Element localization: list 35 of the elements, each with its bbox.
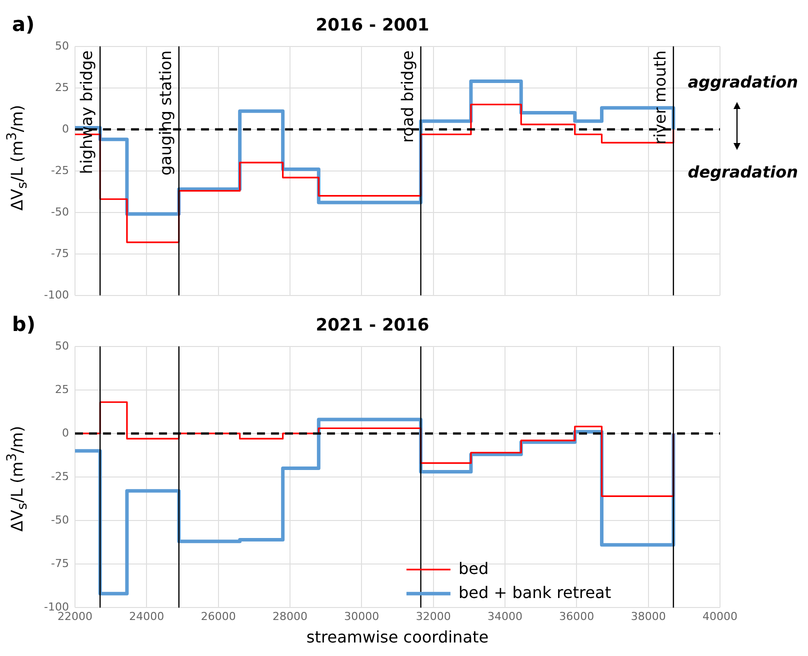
- y-tick-label: 0: [62, 122, 69, 136]
- ref-line-label: road bridge: [398, 50, 417, 143]
- x-tick-label: 28000: [272, 610, 308, 624]
- ref-line-label: river mouth: [650, 50, 670, 144]
- y-tick-label: -25: [51, 164, 69, 177]
- text: a): [12, 12, 35, 36]
- x-tick-label: 26000: [200, 610, 236, 624]
- y-tick-label: -75: [51, 246, 69, 260]
- x-tick-label: 40000: [702, 610, 738, 624]
- chart-title: 2021 - 2016: [316, 316, 430, 336]
- y-tick-label: -100: [44, 288, 69, 302]
- ref-line-label: gauging station: [156, 50, 176, 176]
- x-tick-label: 34000: [488, 610, 522, 624]
- x-tick-label: 38000: [630, 610, 666, 624]
- y-tick-label: 25: [55, 382, 69, 396]
- x-tick-label: 30000: [344, 610, 380, 624]
- y-tick-label: -75: [51, 556, 69, 570]
- y-tick-label: 50: [55, 39, 69, 52]
- y-tick-label: -50: [51, 205, 69, 218]
- x-axis-title: streamwise coordinate: [306, 628, 489, 647]
- y-tick-label: -50: [51, 513, 69, 526]
- text: b): [12, 312, 36, 336]
- x-tick-label: 36000: [559, 610, 594, 624]
- annotation: aggradation: [688, 72, 798, 92]
- y-tick-label: -25: [51, 470, 69, 483]
- x-tick-label: 32000: [416, 610, 451, 624]
- y-tick-label: 0: [62, 426, 69, 440]
- legend-label: bed + bank retreat: [458, 582, 612, 602]
- legend-label: bed: [458, 558, 489, 578]
- ref-line-label: highway bridge: [77, 50, 96, 174]
- annotation: degradation: [688, 162, 798, 182]
- chart-title: 2016 - 2001: [316, 16, 430, 36]
- y-tick-label: 50: [55, 339, 69, 352]
- x-tick-label: 24000: [129, 610, 164, 624]
- y-tick-label: 25: [55, 80, 69, 94]
